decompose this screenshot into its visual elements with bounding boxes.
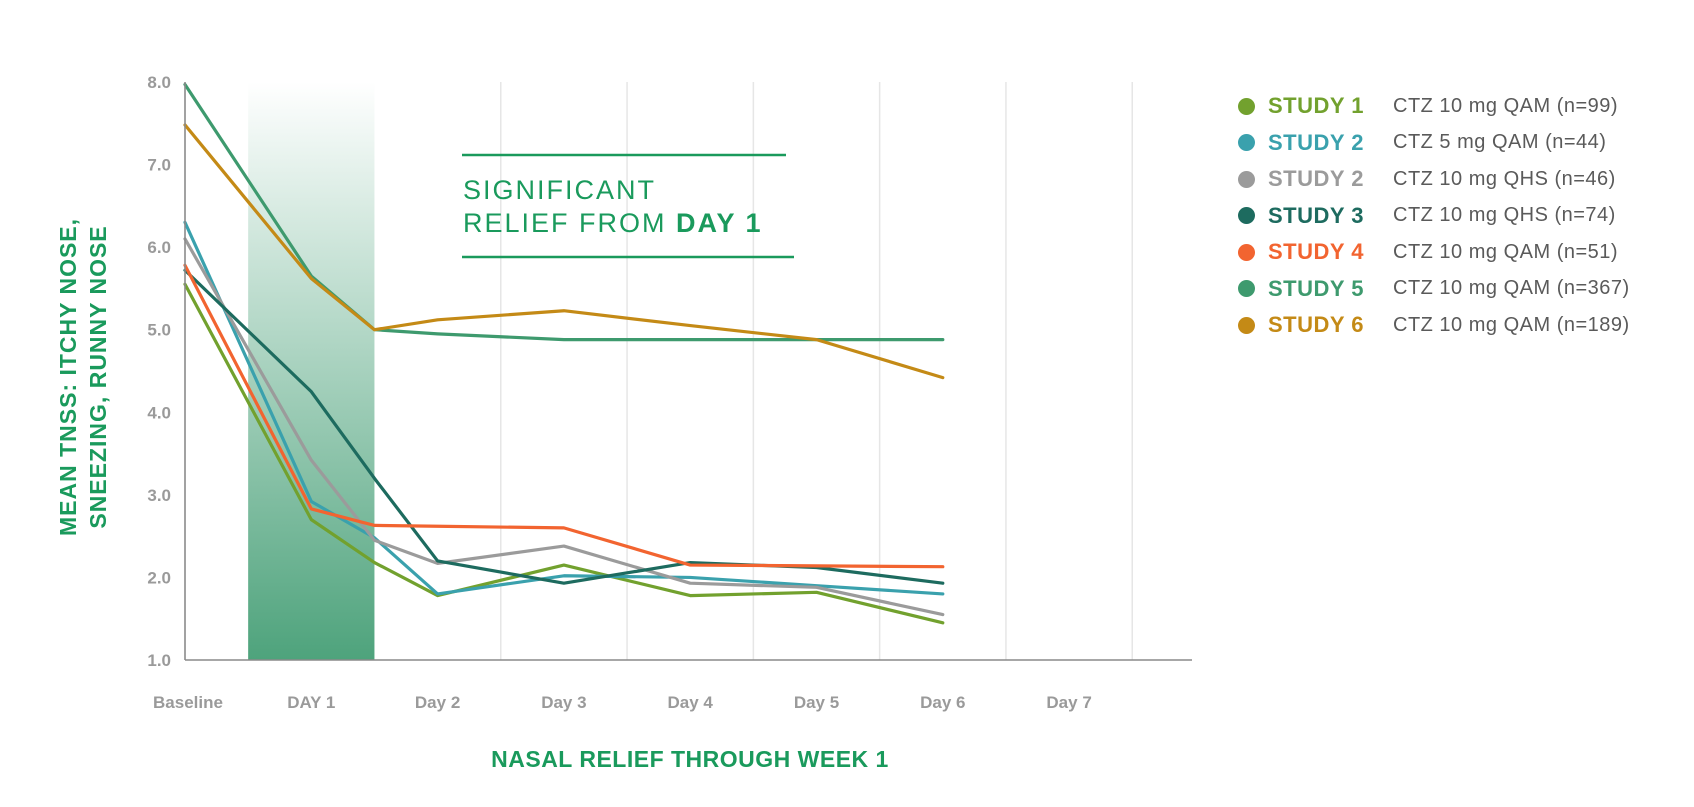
legend-entry: STUDY 2 CTZ 5 mg QAM (n=44) [1238,125,1630,162]
legend: STUDY 1 CTZ 10 mg QAM (n=99) STUDY 2 CTZ 5 … [1238,88,1630,344]
callout: SIGNIFICANT RELIEF FROM DAY 1 [462,153,794,259]
x-tick-label: Baseline [153,693,223,712]
legend-entry: STUDY 3 CTZ 10 mg QHS (n=74) [1238,198,1630,235]
legend-entry: STUDY 5 CTZ 10 mg QAM (n=367) [1238,271,1630,308]
legend-dot-icon [1238,97,1255,115]
grid-lines [500,82,1133,660]
legend-study-name: STUDY 6 [1268,312,1365,338]
callout-line1: SIGNIFICANT [463,175,656,205]
legend-description: CTZ 10 mg QAM (n=189) [1393,313,1630,336]
legend-dot-icon [1238,134,1255,152]
y-tick-label: 8.0 [147,73,171,92]
series-line-6 [183,82,945,342]
y-tick-label: 6.0 [147,238,171,257]
y-tick-label: 1.0 [147,651,171,670]
series-line-5 [183,263,945,569]
legend-description: CTZ 10 mg QHS (n=74) [1393,204,1616,227]
legend-study-name: STUDY 3 [1268,202,1365,228]
y-axis-label-line2: SNEEZING, RUNNY NOSE [85,225,111,528]
y-tick-label: 7.0 [147,156,171,175]
x-tick-label: Day 7 [1046,693,1091,712]
legend-description: CTZ 5 mg QAM (n=44) [1393,131,1607,154]
day1-highlight-band [248,82,375,660]
x-tick-label: Day 6 [920,693,965,712]
legend-description: CTZ 10 mg QAM (n=367) [1393,277,1630,300]
x-tick-label: Day 4 [668,693,714,712]
callout-line2-prefix: RELIEF FROM [463,208,676,238]
series-line-3 [183,237,945,617]
x-tick-label: Day 2 [415,693,460,712]
axes [184,82,1192,661]
y-tick-label: 2.0 [147,568,171,587]
legend-study-name: STUDY 5 [1268,275,1365,301]
y-axis-label-line1: MEAN TNSS: ITCHY NOSE, [55,218,81,536]
legend-dot-icon [1238,316,1255,334]
legend-dot-icon [1238,170,1255,188]
x-tick-labels: Baseline DAY 1 Day 2 Day 3 Day 4 Day 5 Day 6 Da… [153,693,1092,712]
legend-entry: STUDY 2 CTZ 10 mg QHS (n=46) [1238,161,1630,198]
y-tick-label: 3.0 [147,486,171,505]
legend-study-name: STUDY 2 [1268,166,1365,192]
legend-entry: STUDY 1 CTZ 10 mg QAM (n=99) [1238,88,1630,125]
series-line-2 [183,220,945,596]
x-axis-label: NASAL RELIEF THROUGH WEEK 1 [491,746,889,772]
x-tick-label: DAY 1 [287,693,335,712]
series-lines [183,82,945,625]
legend-description: CTZ 10 mg QAM (n=51) [1393,240,1619,263]
series-line-1 [183,282,945,625]
x-tick-label: Day 5 [794,693,839,712]
callout-line2-bold: DAY 1 [676,208,763,238]
y-tick-label: 4.0 [147,403,171,422]
legend-dot-icon [1238,243,1255,261]
legend-dot-icon [1238,207,1255,225]
y-tick-labels: 1.0 2.0 3.0 4.0 5.0 6.0 7.0 8.0 [147,73,171,670]
legend-study-name: STUDY 1 [1268,93,1365,119]
legend-entry: STUDY 6 CTZ 10 mg QAM (n=189) [1238,307,1630,344]
legend-description: CTZ 10 mg QHS (n=46) [1393,167,1616,190]
legend-study-name: STUDY 4 [1268,239,1365,265]
legend-study-name: STUDY 2 [1268,129,1365,155]
callout-line2: RELIEF FROM DAY 1 [463,208,763,238]
series-line-7 [183,123,945,380]
x-tick-label: Day 3 [541,693,586,712]
legend-entry: STUDY 4 CTZ 10 mg QAM (n=51) [1238,234,1630,271]
y-tick-label: 5.0 [147,321,171,340]
legend-dot-icon [1238,280,1255,298]
legend-description: CTZ 10 mg QAM (n=99) [1393,94,1619,117]
